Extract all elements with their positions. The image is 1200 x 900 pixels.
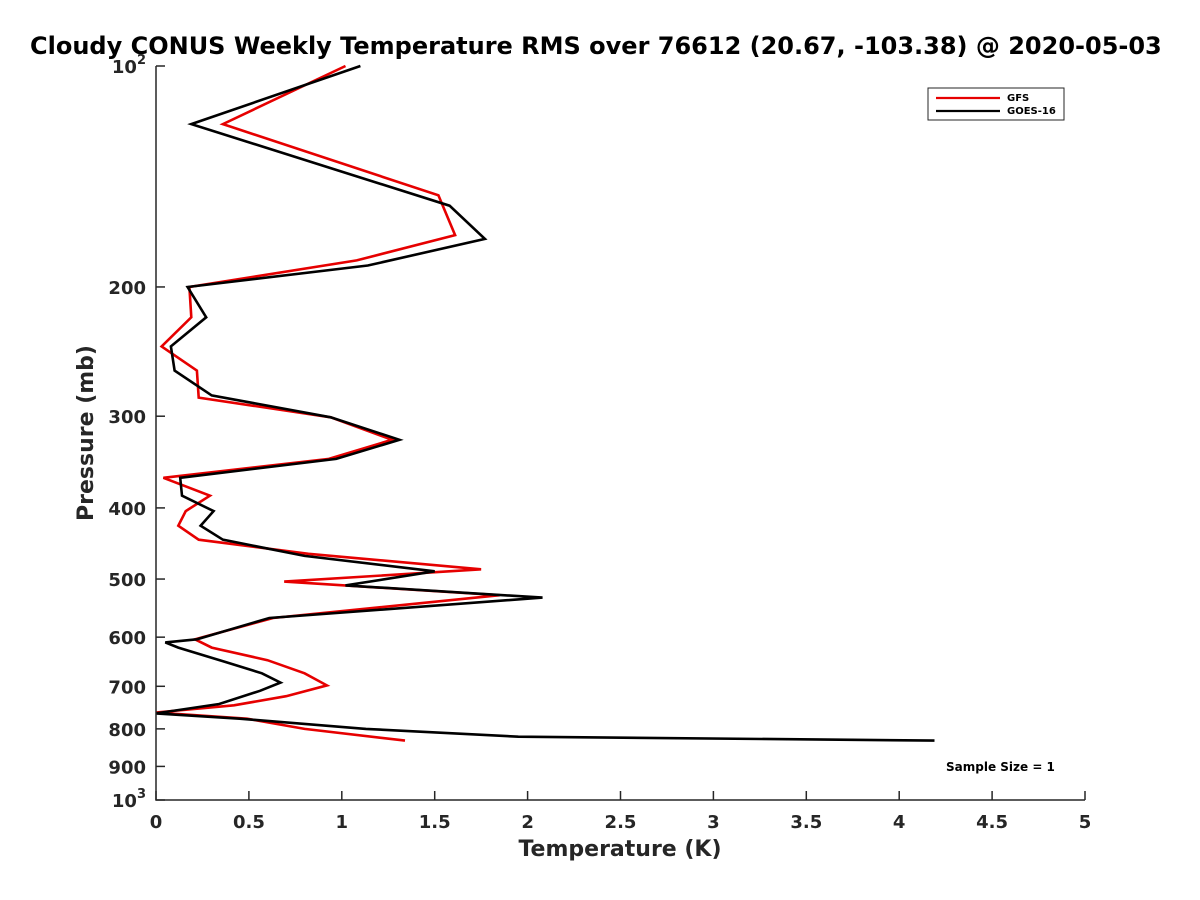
- x-tick-label: 0.5: [233, 812, 265, 833]
- x-tick-label: 2: [521, 812, 534, 833]
- y-tick-base: 600: [108, 628, 146, 649]
- plot-background: [156, 66, 1085, 800]
- x-axis-label: Temperature (K): [518, 837, 721, 862]
- y-tick-exponent: 3: [137, 787, 146, 802]
- y-tick-base: 500: [108, 570, 146, 591]
- x-tick-label: 1.5: [419, 812, 451, 833]
- x-tick-label: 4.5: [976, 812, 1008, 833]
- y-tick-base: 300: [108, 407, 146, 428]
- x-tick-label: 4: [893, 812, 906, 833]
- y-tick-base: 200: [108, 278, 146, 299]
- y-tick-base: 400: [108, 499, 146, 520]
- legend-box: [927, 87, 1065, 121]
- x-tick-label: 3.5: [790, 812, 822, 833]
- x-tick-label: 2.5: [605, 812, 637, 833]
- y-axis-label: Pressure (mb): [74, 345, 99, 521]
- series-line-goes-16: [155, 64, 935, 742]
- y-tick-label: 800: [108, 720, 146, 741]
- y-tick-label: 700: [108, 677, 146, 698]
- y-tick-base: 10: [112, 57, 137, 78]
- y-tick-base: 800: [108, 720, 146, 741]
- y-tick-label: 103: [112, 787, 146, 812]
- chart-title: Cloudy CONUS Weekly Temperature RMS over…: [30, 32, 1162, 60]
- y-tick-base: 900: [108, 757, 146, 778]
- y-tick-base: 10: [112, 791, 137, 812]
- x-tick-label: 5: [1079, 812, 1092, 833]
- y-tick-exponent: 2: [137, 53, 146, 68]
- y-tick-label: 300: [108, 407, 146, 428]
- y-tick-label: 900: [108, 757, 146, 778]
- sample-size-annotation: Sample Size = 1: [946, 760, 1055, 774]
- x-tick-label: 3: [707, 812, 720, 833]
- legend: GFS GOES-16: [927, 87, 1065, 121]
- y-tick-label: 200: [108, 278, 146, 299]
- x-axis-ticks: 0 0.5 1 1.5 2 2.5 3 3.5 4 4.5 5: [150, 791, 1092, 833]
- series-layer: [155, 64, 935, 742]
- y-tick-label: 600: [108, 628, 146, 649]
- y-tick-base: 700: [108, 677, 146, 698]
- legend-label-goes-16: GOES-16: [1007, 106, 1056, 117]
- series-line-gfs: [155, 64, 500, 742]
- x-tick-label: 1: [336, 812, 349, 833]
- y-tick-label: 500: [108, 570, 146, 591]
- y-tick-label: 102: [112, 53, 146, 78]
- plot-area: [155, 64, 1085, 801]
- y-tick-label: 400: [108, 499, 146, 520]
- x-tick-label: 0: [150, 812, 163, 833]
- legend-label-gfs: GFS: [1007, 93, 1029, 104]
